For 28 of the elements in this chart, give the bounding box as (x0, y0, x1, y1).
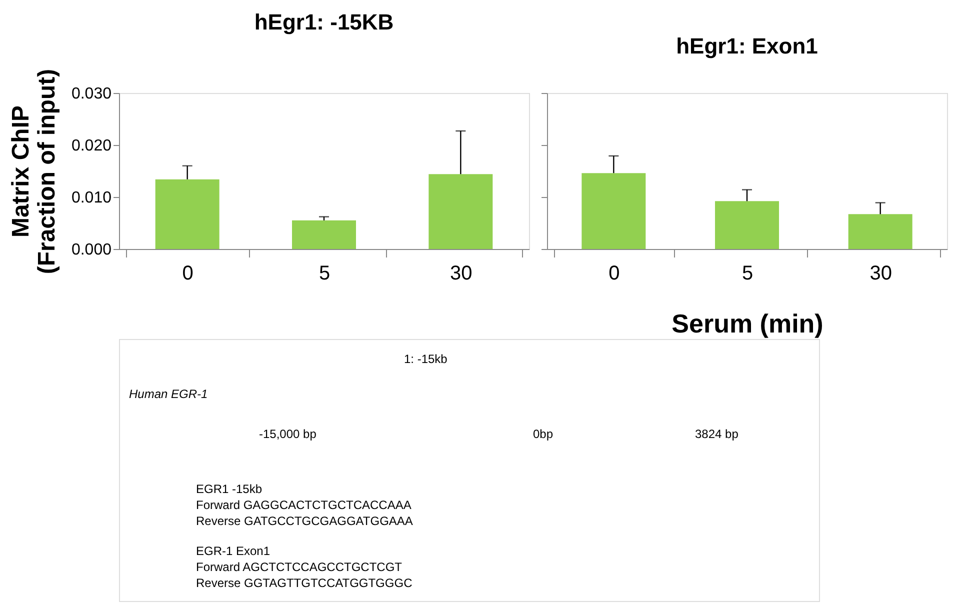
text: Human EGR-1 (129, 387, 208, 401)
bar (428, 174, 493, 249)
text: 0bp (533, 427, 554, 441)
x-tick-label: 30 (450, 262, 472, 284)
y-tick-label: 0.020 (71, 138, 112, 154)
text: 3824 bp (695, 427, 739, 441)
text: -15,000 bp (259, 427, 317, 441)
x-tick-label: 0 (608, 262, 620, 284)
text: EGR-1 Exon1 (196, 544, 270, 558)
text: EGR1 -15kb (196, 482, 262, 496)
text: Forward GAGGCACTCTGCTCACCAAA (196, 498, 412, 512)
text: Forward AGCTCTCCAGCCTGCTCGT (196, 560, 403, 574)
text: 1: -15kb (404, 352, 448, 366)
x-tick-label: 5 (318, 262, 330, 284)
text: Reverse GGTAGTTGTCCATGGTGGGC (196, 576, 413, 590)
text: Reverse GATGCCTGCGAGGATGGAAA (196, 514, 413, 528)
y-tick-label: 0.000 (71, 242, 112, 258)
bar (155, 179, 220, 249)
y-tick-label: 0.010 (71, 190, 112, 206)
x-tick-label: 0 (182, 262, 194, 284)
chart-title: hEgr1: -15KB (254, 9, 394, 34)
y-tick-label: 0.030 (71, 86, 112, 102)
y-axis-title: Matrix ChIP (Fraction of input) (7, 68, 60, 274)
x-axis-title: Serum (min) (672, 308, 824, 338)
x-tick-label: 30 (870, 262, 892, 284)
chart-title: hEgr1: Exon1 (676, 34, 818, 58)
x-tick-label: 5 (742, 262, 754, 284)
bar (292, 220, 356, 249)
